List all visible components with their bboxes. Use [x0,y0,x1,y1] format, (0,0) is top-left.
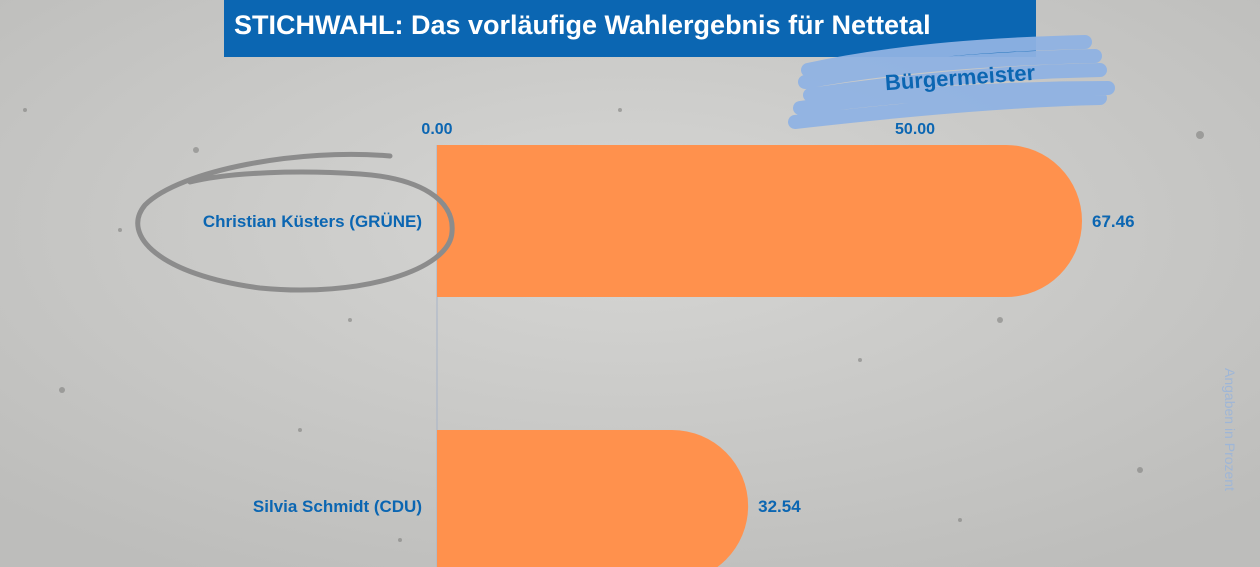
x-tick-label: 50.00 [895,121,935,138]
bar-value-label: 67.46 [1092,212,1135,231]
bar [437,430,749,567]
category-label: Silvia Schmidt (CDU) [253,497,422,516]
bar [437,145,1082,297]
highlight-circle-marker [135,151,455,293]
bar-value-label: 32.54 [758,497,801,516]
category-label: Christian Küsters (GRÜNE) [203,212,422,231]
unit-note: Angaben in Prozent [1222,368,1238,491]
x-tick-label: 0.00 [421,121,452,138]
chart-title: STICHWAHL: Das vorläufige Wahlergebnis f… [224,0,1036,57]
